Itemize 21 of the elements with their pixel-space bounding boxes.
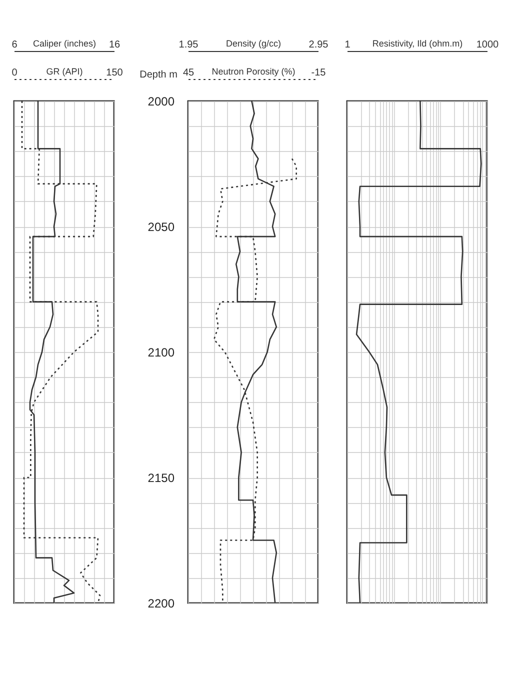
x-axis-title: Resistivity, Ild (ohm.m) — [372, 38, 463, 48]
x2-tick-label: 150 — [106, 68, 124, 78]
x2-axis-title: Neutron Porosity (%) — [212, 66, 296, 76]
y-tick-label: 2100 — [148, 346, 175, 360]
x-tick-label: 1 — [344, 40, 351, 50]
x2-tick-label: -15 — [311, 68, 326, 78]
x-tick-label: 16 — [108, 40, 120, 50]
y-tick-label: 2200 — [148, 596, 175, 610]
y-tick-label: 2050 — [148, 220, 175, 234]
x2-axis-title: GR (API) — [46, 66, 83, 76]
y-tick-label: 2000 — [148, 94, 175, 108]
x-axis-title: Density (g/cc) — [226, 38, 282, 48]
x-tick-label: 1.95 — [178, 40, 199, 50]
x-axis-title: Caliper (inches) — [32, 38, 96, 48]
x-tick-label: 6 — [12, 40, 18, 50]
x2-tick-label: 45 — [182, 68, 194, 78]
y-tick-label: 2150 — [148, 471, 175, 485]
x2-tick-label: 0 — [12, 68, 18, 78]
y-axis-title: Depth m — [140, 70, 178, 80]
x-tick-label: 2.95 — [308, 40, 329, 50]
x-tick-label: 1000 — [476, 40, 500, 50]
